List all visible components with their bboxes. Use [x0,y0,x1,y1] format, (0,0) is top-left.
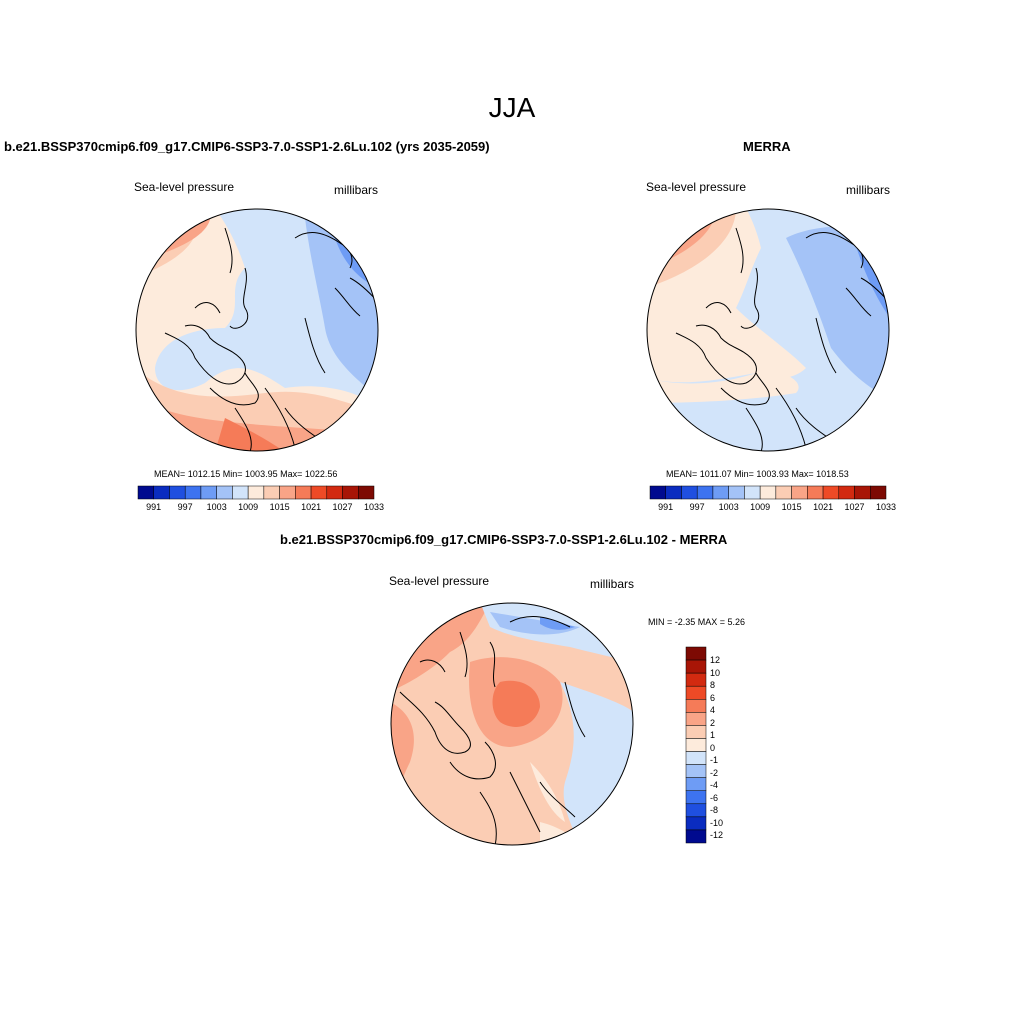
colorbar-swatch [681,485,698,500]
colorbar-swatch [685,764,707,778]
colorbar-swatch [712,485,729,500]
colorbar-swatch [310,485,328,500]
colorbar-swatch [759,485,777,500]
diff-cb-label: 6 [710,692,716,703]
model-panel-title: b.e21.BSSP370cmip6.f09_g17.CMIP6-SSP3-7.… [4,139,490,154]
colorbar-swatch [685,699,707,713]
obs-polar-map [646,208,890,452]
colorbar-swatch [685,725,707,739]
colorbar-swatch [822,485,840,500]
model-cb-label: 1015 [269,502,290,512]
diff-cb-label: -6 [710,792,719,803]
model-cb-label: 997 [177,502,193,512]
model-polar-map [135,208,379,452]
colorbar-swatch [854,485,871,500]
colorbar-swatch [326,485,343,500]
colorbar-swatch [685,646,707,661]
diff-colorbar-labels: 12 10 8 6 4 2 1 0 -1 -2 -4 -6 -8 -10 -12 [710,647,740,843]
colorbar-swatch [696,485,714,500]
diff-units-label: millibars [590,577,635,591]
model-units-label: millibars [334,183,379,197]
model-cb-label: 991 [146,502,162,512]
obs-stats: MEAN= 1011.07 Min= 1003.93 Max= 1018.53 [666,469,849,479]
colorbar-swatch [184,485,202,500]
obs-cb-label: 1033 [875,502,897,512]
model-stats: MEAN= 1012.15 Min= 1003.95 Max= 1022.56 [154,469,338,479]
model-colorbar-labels: 991 997 1003 1009 1015 1021 1027 1033 [138,502,384,516]
colorbar-swatch [200,485,217,500]
obs-cb-label: 1015 [781,502,802,512]
colorbar-swatch [216,485,233,500]
model-cb-label: 1021 [301,502,322,512]
colorbar-swatch [775,485,792,500]
model-cb-label: 1003 [206,502,227,512]
colorbar-swatch [870,485,887,500]
colorbar-swatch [665,485,682,500]
obs-colorbar [649,485,887,500]
colorbar-swatch [685,777,707,791]
model-variable-label: Sea-level pressure [134,180,235,194]
colorbar-swatch [263,485,280,500]
diff-cb-label: 0 [710,742,716,753]
colorbar-swatch [342,485,359,500]
obs-cb-label: 991 [658,502,674,512]
diff-panel-title: b.e21.BSSP370cmip6.f09_g17.CMIP6-SSP3-7.… [280,532,728,547]
colorbar-swatch [247,485,265,500]
diff-cb-label: 8 [710,680,716,690]
diff-cb-label: 1 [710,730,716,740]
colorbar-swatch [685,829,707,844]
diff-colorbar [685,646,707,844]
colorbar-swatch [169,485,186,500]
obs-variable-label: Sea-level pressure [646,180,747,194]
diff-cb-label: 4 [710,705,716,715]
model-colorbar [137,485,375,500]
diff-cb-label: -8 [710,805,719,815]
obs-cb-label: 1021 [813,502,834,512]
diff-cb-label: -2 [710,767,719,778]
obs-cb-label: 1003 [718,502,739,512]
model-cb-label: 1027 [332,502,353,512]
diff-polar-map [390,602,634,846]
obs-cb-label: 1027 [844,502,865,512]
colorbar-swatch [685,751,707,765]
colorbar-swatch [153,485,170,500]
model-cb-label: 1033 [363,502,385,512]
colorbar-swatch [232,485,249,500]
diff-variable-label: Sea-level pressure [389,574,490,588]
diff-cb-label: -12 [710,830,724,840]
model-cb-label: 1009 [238,502,259,512]
colorbar-swatch [791,485,808,500]
obs-cb-label: 1009 [750,502,771,512]
colorbar-swatch [744,485,761,500]
colorbar-swatch [807,485,824,500]
diff-cb-label: -4 [710,780,719,790]
colorbar-swatch [685,738,707,752]
colorbar-swatch [685,672,707,687]
obs-cb-label: 997 [689,502,705,512]
diff-cb-label: 2 [710,717,716,728]
obs-units-label: millibars [846,183,891,197]
diff-cb-label: -10 [710,817,724,828]
diff-cb-label: 10 [710,667,721,678]
obs-colorbar-labels: 991 997 1003 1009 1015 1021 1027 1033 [650,502,896,516]
colorbar-swatch [685,790,707,805]
colorbar-swatch [358,485,375,500]
colorbar-swatch [685,803,707,818]
diff-stats: MIN = -2.35 MAX = 5.26 [648,617,746,627]
colorbar-swatch [728,485,745,500]
colorbar-swatch [685,712,707,726]
colorbar-swatch [295,485,312,500]
colorbar-swatch [279,485,296,500]
diff-cb-label: -1 [710,755,719,765]
colorbar-swatch [685,685,707,700]
colorbar-swatch [838,485,855,500]
colorbar-swatch [685,659,707,674]
colorbar-swatch [137,485,154,500]
obs-panel-title: MERRA [743,139,791,154]
diff-cb-label: 12 [710,655,721,665]
colorbar-swatch [649,485,666,500]
figure-title: JJA [488,92,536,123]
colorbar-swatch [685,816,707,831]
